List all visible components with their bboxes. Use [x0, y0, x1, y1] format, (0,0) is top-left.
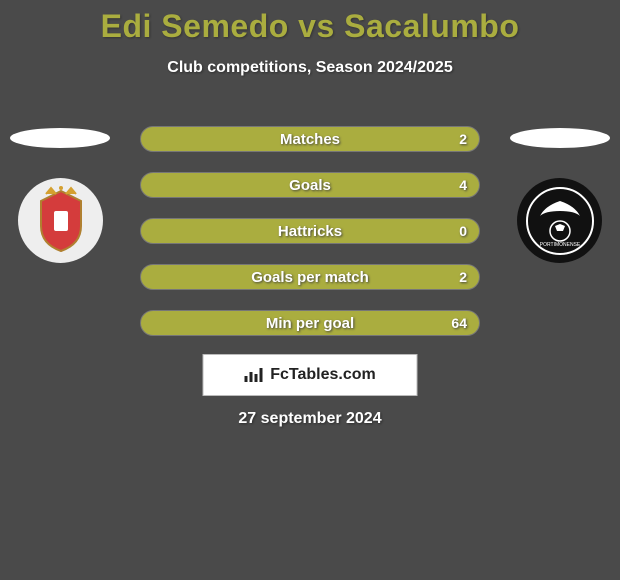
- stat-row-goals: Goals 4: [140, 172, 480, 198]
- svg-text:PORTIMONENSE: PORTIMONENSE: [539, 242, 580, 248]
- stat-label: Matches: [280, 131, 340, 148]
- stat-row-hattricks: Hattricks 0: [140, 218, 480, 244]
- brand-box[interactable]: FcTables.com: [203, 354, 418, 396]
- oval-decoration-left: [10, 128, 110, 148]
- stats-container: Matches 2 Goals 4 Hattricks 0 Goals per …: [140, 126, 480, 356]
- stat-label: Goals per match: [251, 269, 369, 286]
- stat-label: Hattricks: [278, 223, 342, 240]
- chart-icon: [244, 368, 264, 382]
- subtitle: Club competitions, Season 2024/2025: [0, 59, 620, 77]
- crest-left-icon: [26, 186, 96, 256]
- date-text: 27 september 2024: [238, 410, 381, 428]
- oval-decoration-right: [510, 128, 610, 148]
- stat-label: Min per goal: [266, 315, 354, 332]
- stat-value: 4: [459, 177, 467, 193]
- page-title: Edi Semedo vs Sacalumbo: [0, 0, 620, 45]
- stat-value: 2: [459, 269, 467, 285]
- stat-label: Goals: [289, 177, 331, 194]
- crest-right-icon: PORTIMONENSE: [525, 186, 595, 256]
- team-crest-left: [18, 178, 103, 263]
- brand-text: FcTables.com: [270, 366, 376, 384]
- team-crest-right: PORTIMONENSE: [517, 178, 602, 263]
- stat-value: 64: [451, 315, 467, 331]
- stat-value: 0: [459, 223, 467, 239]
- stat-row-goals-per-match: Goals per match 2: [140, 264, 480, 290]
- stat-value: 2: [459, 131, 467, 147]
- stat-row-min-per-goal: Min per goal 64: [140, 310, 480, 336]
- stat-row-matches: Matches 2: [140, 126, 480, 152]
